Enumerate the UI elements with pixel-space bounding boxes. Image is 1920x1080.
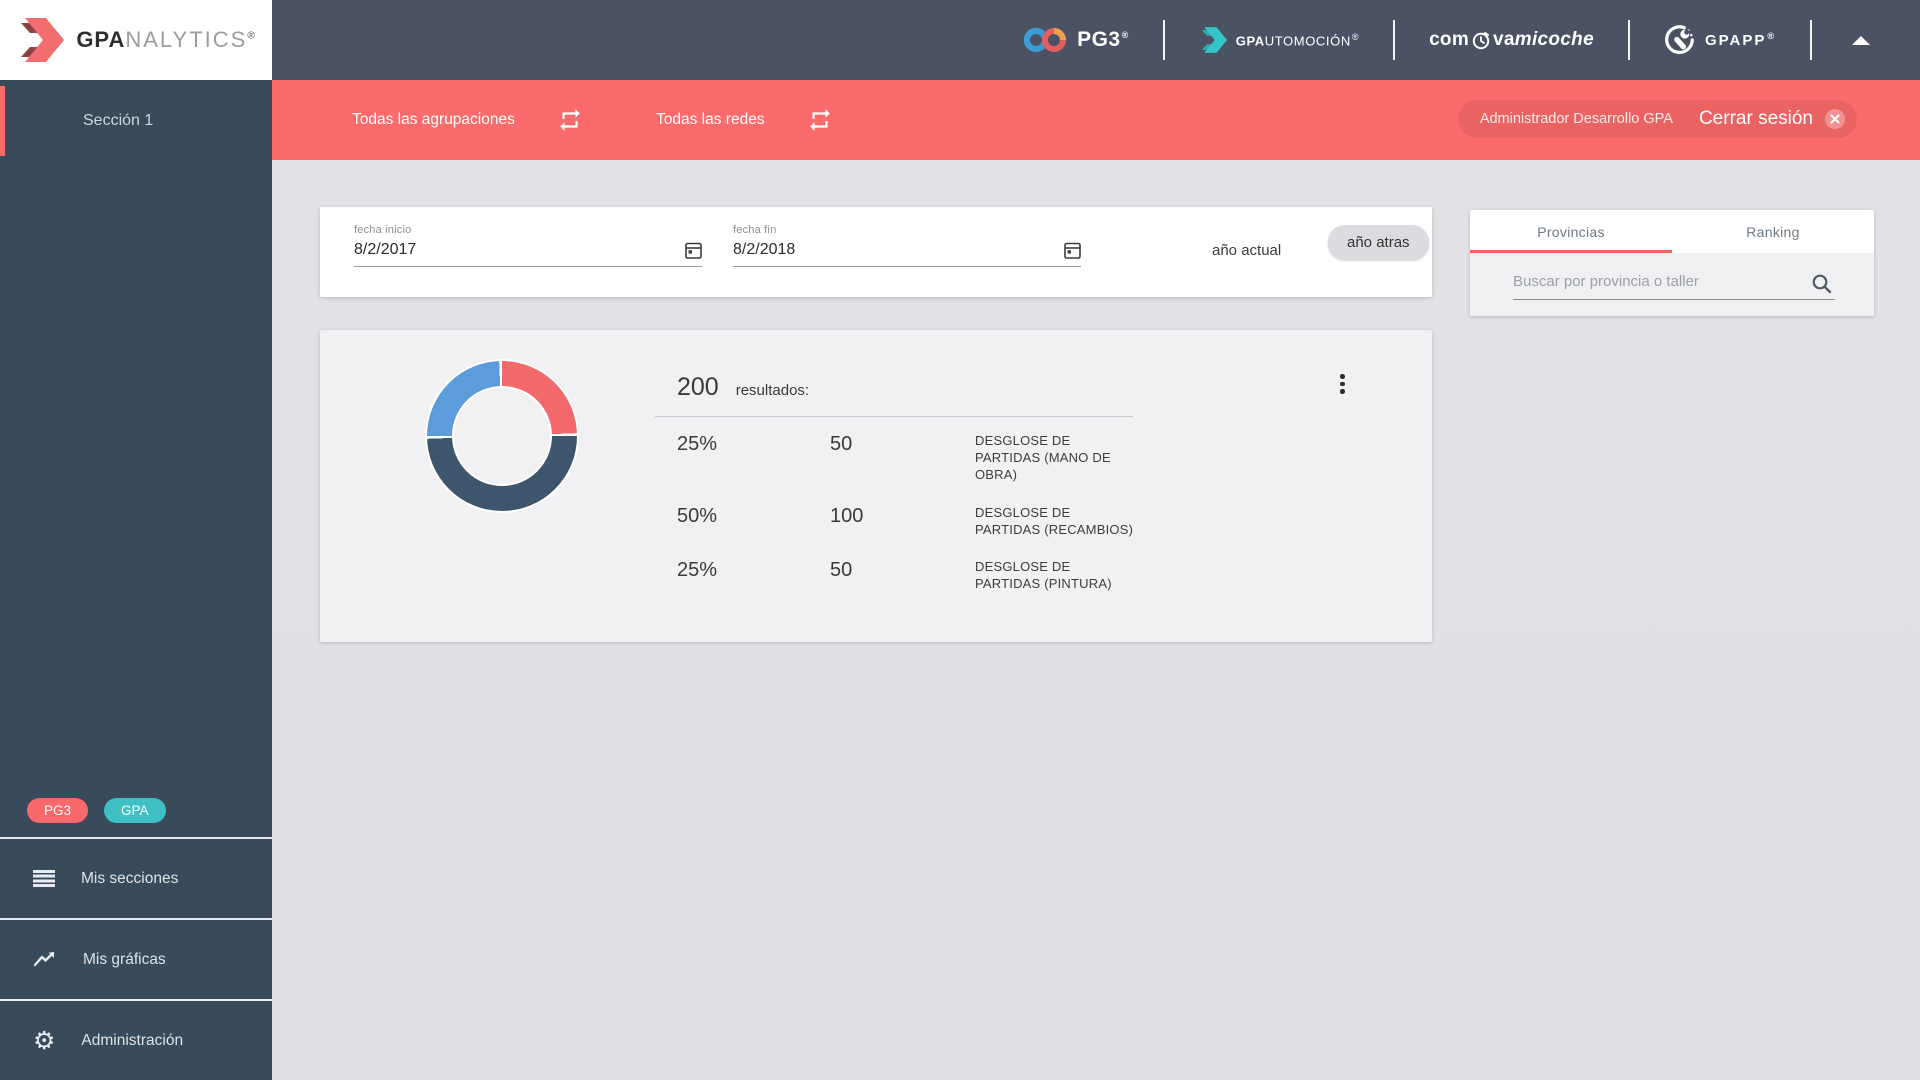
- search-icon[interactable]: [1811, 273, 1833, 300]
- clock-icon: [1472, 32, 1490, 50]
- gpapp-logo: GPAPP®: [1630, 24, 1810, 56]
- header-divider: [1627, 20, 1630, 60]
- filter-bar: Todas las agrupaciones Todas las redes A…: [272, 80, 1920, 160]
- row-count: 50: [830, 433, 853, 455]
- app-header: GPANALYTICS® PG3® GPAUTOMOCIÓN® com: [0, 0, 1920, 80]
- header-logos: PG3® GPAUTOMOCIÓN® com va micoche: [989, 0, 1896, 80]
- calendar-icon[interactable]: [1064, 241, 1081, 259]
- row-percent: 50%: [677, 504, 718, 527]
- results-suffix: resultados:: [735, 382, 810, 399]
- user-session-pill: Administrador Desarrollo GPA Cerrar sesi…: [1457, 100, 1857, 138]
- header-divider: [1393, 20, 1396, 60]
- fecha-inicio-label: fecha inicio: [354, 224, 412, 236]
- sidebar-item-mis-secciones[interactable]: Mis secciones: [0, 837, 272, 918]
- row-label: DESGLOSE DE PARTIDAS (MANO DE OBRA): [975, 433, 1111, 482]
- row-percent: 25%: [677, 559, 718, 582]
- comprovamicoche-logo: com va micoche: [1395, 29, 1628, 51]
- comprova-com: com: [1429, 29, 1470, 50]
- logout-button[interactable]: Cerrar sesión: [1699, 107, 1847, 131]
- results-head: 200 resultados:: [677, 373, 809, 402]
- gear-icon: ⚙: [33, 1026, 56, 1055]
- redes-selector[interactable]: Todas las redes: [656, 80, 833, 160]
- gpautomocion-label: GPAUTOMOCIÓN®: [1235, 31, 1360, 49]
- fecha-fin-value: 8/2/2018: [733, 241, 796, 258]
- comprova-va: va: [1493, 29, 1515, 50]
- swap-icon[interactable]: [557, 107, 583, 133]
- pg3-label: PG3®: [1077, 28, 1129, 51]
- tab-provincias[interactable]: Provincias: [1537, 223, 1605, 240]
- sidebar-item-seccion-1[interactable]: Sección 1: [0, 86, 272, 156]
- logout-close-icon[interactable]: [1823, 107, 1847, 131]
- header-divider: [1810, 20, 1812, 60]
- result-row: 50% 100 DESGLOSE DE PARTIDAS (RECAMBIOS): [677, 505, 1137, 539]
- result-row: 25% 50 DESGLOSE DE PARTIDAS (PINTURA): [677, 559, 1137, 593]
- fecha-fin-label: fecha fin: [733, 224, 777, 236]
- gpapp-wrench-icon: [1665, 25, 1694, 54]
- sidebar: Sección 1 PG3 GPA Mis secciones Mis gráf…: [0, 80, 272, 1080]
- badge-row: PG3 GPA: [0, 798, 272, 837]
- fecha-fin-input[interactable]: 8/2/2018: [733, 241, 1081, 267]
- comprova-micoche: micoche: [1514, 29, 1594, 50]
- sidebar-item-label: Mis gráficas: [83, 950, 166, 968]
- redes-label: Todas las redes: [656, 111, 765, 128]
- fecha-inicio-input[interactable]: 8/2/2017: [354, 241, 702, 267]
- fecha-inicio-value: 8/2/2017: [354, 241, 417, 258]
- donut-hole: [454, 388, 550, 484]
- brand-text: GPANALYTICS®: [76, 27, 256, 52]
- row-label: DESGLOSE DE PARTIDAS (PINTURA): [975, 559, 1112, 592]
- pg3-logo: PG3®: [989, 26, 1163, 54]
- pg3-badge[interactable]: PG3: [27, 798, 89, 823]
- kebab-menu-icon[interactable]: [1334, 368, 1351, 400]
- gpa-badge[interactable]: GPA: [104, 798, 166, 823]
- date-filter-card: fecha inicio 8/2/2017 fecha fin 8/2/2018…: [320, 207, 1432, 297]
- tab-ranking[interactable]: Ranking: [1746, 223, 1800, 240]
- gpautomocion-arrow-icon: [1201, 27, 1227, 53]
- fecha-inicio-field: fecha inicio 8/2/2017: [354, 224, 702, 267]
- chart-line-icon: [33, 951, 55, 966]
- pg3-infinity-icon: [1023, 27, 1067, 52]
- search-input[interactable]: [1513, 265, 1799, 299]
- gpapp-label: GPAPP®: [1704, 31, 1776, 49]
- donut-chart: [427, 361, 577, 511]
- results-card: 200 resultados: 25% 50 DESGLOSE DE PARTI…: [320, 330, 1432, 642]
- active-tab-underline: [1470, 250, 1672, 253]
- sidebar-bottom: PG3 GPA Mis secciones Mis gráficas ⚙ Adm…: [0, 798, 272, 1080]
- result-row: 25% 50 DESGLOSE DE PARTIDAS (MANO DE OBR…: [677, 433, 1137, 484]
- header-divider: [1162, 20, 1165, 60]
- swap-icon[interactable]: [807, 107, 833, 133]
- agrupaciones-selector[interactable]: Todas las agrupaciones: [352, 80, 583, 160]
- logout-label: Cerrar sesión: [1698, 108, 1813, 129]
- row-count: 100: [830, 504, 864, 527]
- user-name: Administrador Desarrollo GPA: [1479, 111, 1673, 127]
- search-area: [1470, 253, 1874, 316]
- panel-tabs: Provincias Ranking: [1470, 210, 1874, 253]
- sidebar-item-label: Mis secciones: [81, 869, 179, 887]
- results-divider: [655, 416, 1133, 417]
- search-field: [1513, 265, 1835, 300]
- agrupaciones-label: Todas las agrupaciones: [352, 111, 515, 128]
- gpanalytics-arrow-icon: [21, 18, 65, 62]
- provinces-panel: Provincias Ranking: [1470, 210, 1874, 316]
- calendar-icon[interactable]: [685, 241, 702, 259]
- seccion-1-label: Sección 1: [83, 112, 154, 129]
- fecha-fin-field: fecha fin 8/2/2018: [733, 224, 1081, 267]
- gpautomocion-logo: GPAUTOMOCIÓN®: [1165, 27, 1393, 53]
- list-icon: [33, 870, 55, 887]
- row-percent: 25%: [677, 433, 718, 455]
- sidebar-item-administracion[interactable]: ⚙ Administración: [0, 999, 272, 1080]
- gpanalytics-logo: GPANALYTICS®: [0, 0, 272, 80]
- collapse-caret-up-icon[interactable]: [1852, 35, 1870, 45]
- year-back-button[interactable]: año atras: [1328, 225, 1429, 260]
- results-total: 200: [677, 373, 719, 401]
- sidebar-item-label: Administración: [81, 1031, 184, 1049]
- year-current-button[interactable]: año actual: [1196, 234, 1297, 267]
- results-rows: 25% 50 DESGLOSE DE PARTIDAS (MANO DE OBR…: [677, 433, 1137, 614]
- sidebar-item-mis-graficas[interactable]: Mis gráficas: [0, 918, 272, 999]
- row-count: 50: [830, 559, 853, 582]
- row-label: DESGLOSE DE PARTIDAS (RECAMBIOS): [975, 504, 1134, 537]
